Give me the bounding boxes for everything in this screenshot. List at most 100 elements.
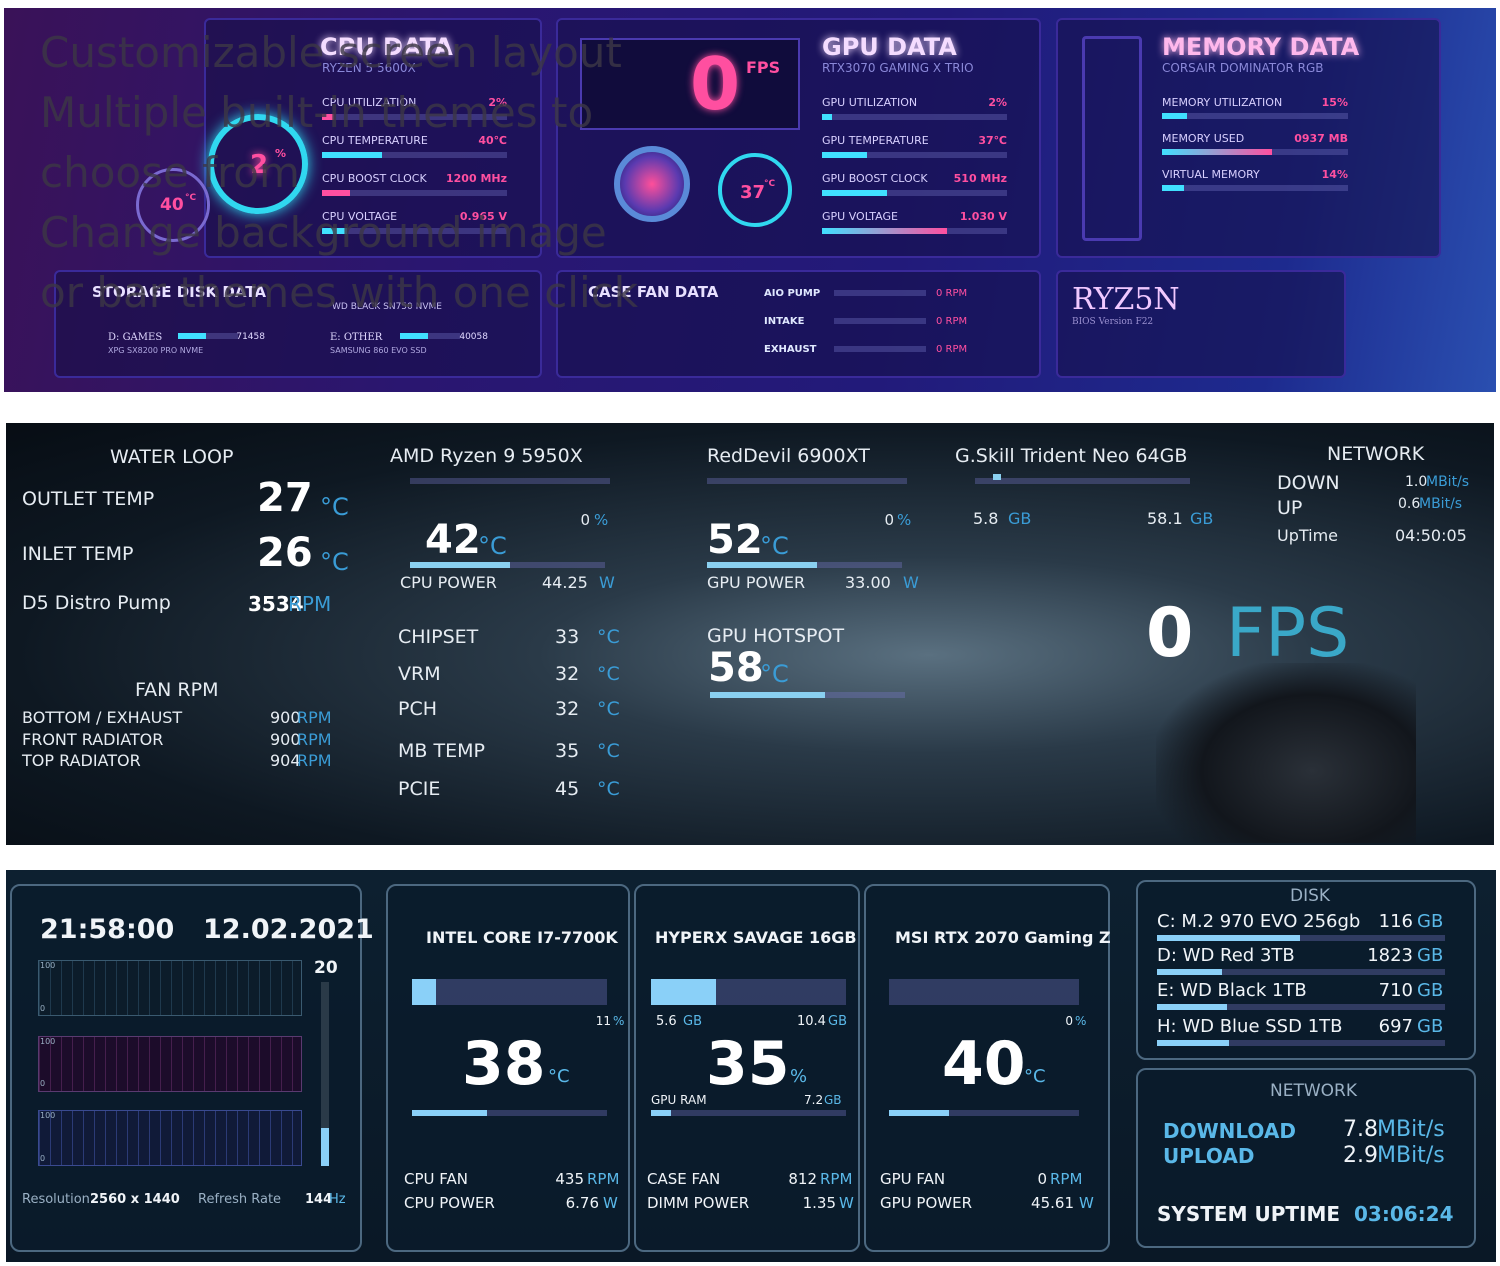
clock-date: 12.02.2021 [203,914,374,945]
fan-frame [556,270,1041,378]
network-frame [1136,1068,1476,1248]
cpu-title: INTEL CORE I7-7700K [426,928,618,947]
progress-fill [1157,1040,1229,1046]
progress-fill [412,1110,487,1116]
rows-label: MB TEMP [398,740,485,762]
progress-fill [710,692,825,698]
memory-used: 5.8 [973,509,999,528]
rows-value: 900 [270,708,301,727]
cpu-power-label: CPU POWER [400,573,497,592]
progress-fill [822,190,887,196]
rows-value: 1823 [1367,945,1413,966]
progress-track [410,478,610,484]
rows-value: 0 RPM [936,344,968,355]
gpu-load-unit: % [897,511,912,529]
memory-name: G.Skill Trident Neo 64GB [955,445,1188,467]
memory-total-unit: GB [828,1014,847,1029]
rows-label: VIRTUAL MEMORY [1162,168,1260,181]
progress-track [1157,935,1445,941]
progress-fill [707,562,817,568]
cpu-temp: 42 [425,517,481,563]
graph [38,1036,302,1092]
network-up: 0.6 [1398,496,1421,512]
disk-title: DISK [1290,886,1331,906]
rows-value: 2% [988,96,1007,109]
rows-label: MEMORY USED [1162,132,1245,145]
network-uptime-label: UpTime [1277,526,1339,545]
progress-track [400,333,460,339]
gpu-temp: 40 [942,1029,1026,1099]
rows-value: 15% [1321,96,1348,109]
rows-value: 697 [1378,1016,1413,1037]
cpu-model: RYZEN 5 5600X [322,61,416,75]
cpu-temp-unit: °C [548,1066,570,1087]
rows-value: 0.965 V [459,210,507,223]
rows-value: 33 [555,626,580,648]
progress-fill [322,114,334,120]
progress-track [834,346,926,352]
fan-title: FAN RPM [135,679,219,701]
clock-refresh-unit: Hz [329,1192,346,1207]
memory-load: 35 [706,1029,790,1099]
gpu-fan-icon [614,146,690,222]
cpu-fan-unit: RPM [587,1170,620,1188]
graph [38,1110,302,1166]
storage-frame [54,270,542,378]
cpu-load: 11 [595,1014,611,1028]
progress-track [889,979,1079,1005]
memory-total: 10.4 [797,1014,826,1029]
progress-track [707,478,907,484]
network-upload-unit: MBit/s [1377,1143,1445,1168]
rows-unit: GB [1417,1016,1444,1037]
progress-track [1162,185,1348,191]
rows-value: 904 [270,751,301,770]
rows-label: GPU VOLTAGE [822,210,898,223]
gpu-fan-unit: RPM [1050,1170,1083,1188]
creature-art [1156,663,1416,843]
cpu-power: 6.76 [565,1194,599,1212]
rows-unit: GB [1417,911,1444,932]
rows-label: TOP RADIATOR [22,751,141,770]
progress-fill [412,979,436,1005]
network-download: 7.8 [1343,1117,1378,1142]
cpu-gauge [208,114,308,214]
overlay: or bar themes with one click [40,268,639,317]
progress-fill [822,228,947,234]
progress-track [834,290,926,296]
clock-resolution: 2560 x 1440 [90,1192,180,1207]
memory-power-unit: W [839,1194,854,1212]
progress-track [178,333,238,339]
disks-value: 40058 [459,332,488,342]
network-up-unit: MBit/s [1419,496,1463,512]
rows-unit: GB [1417,945,1444,966]
gpu-temp-unit: °C [1024,1066,1046,1087]
cyber-theme-panel [4,8,1496,392]
clock-time: 21:58:00 [40,914,175,945]
memory-load-unit: % [790,1066,808,1087]
progress-fill [1162,113,1187,119]
brand-bios: BIOS Version F22 [1072,317,1154,327]
gpu-load: 0 [884,511,894,529]
memory-fan-unit: RPM [820,1170,853,1188]
rows-unit: RPM [297,730,332,749]
progress-fill [889,1110,949,1116]
fps-box [580,38,800,130]
overlay: Customizable screen layout [40,28,622,77]
gpu-power-unit: W [903,573,919,592]
rows-value: 0937 MB [1294,132,1348,145]
rows-label: E: WD Black 1TB [1157,980,1307,1001]
rows-label: D: WD Red 3TB [1157,945,1295,966]
gpu-temp-unit: °C [760,532,789,560]
cpu-power-unit: W [603,1194,618,1212]
disks-model: SAMSUNG 860 EVO SSD [330,346,427,355]
gpu-power-label: GPU POWER [707,573,806,592]
progress-track [822,114,1007,120]
cpu-gauge: 2 [250,150,269,180]
memory-gpu-ram: 7.2 [804,1093,824,1107]
progress-fill [400,333,428,339]
disks-model: XPG SX8200 PRO NVME [108,346,204,355]
rows-value: 116 [1378,911,1413,932]
fps-value: 0 [1146,594,1194,673]
progress-track [322,190,507,196]
